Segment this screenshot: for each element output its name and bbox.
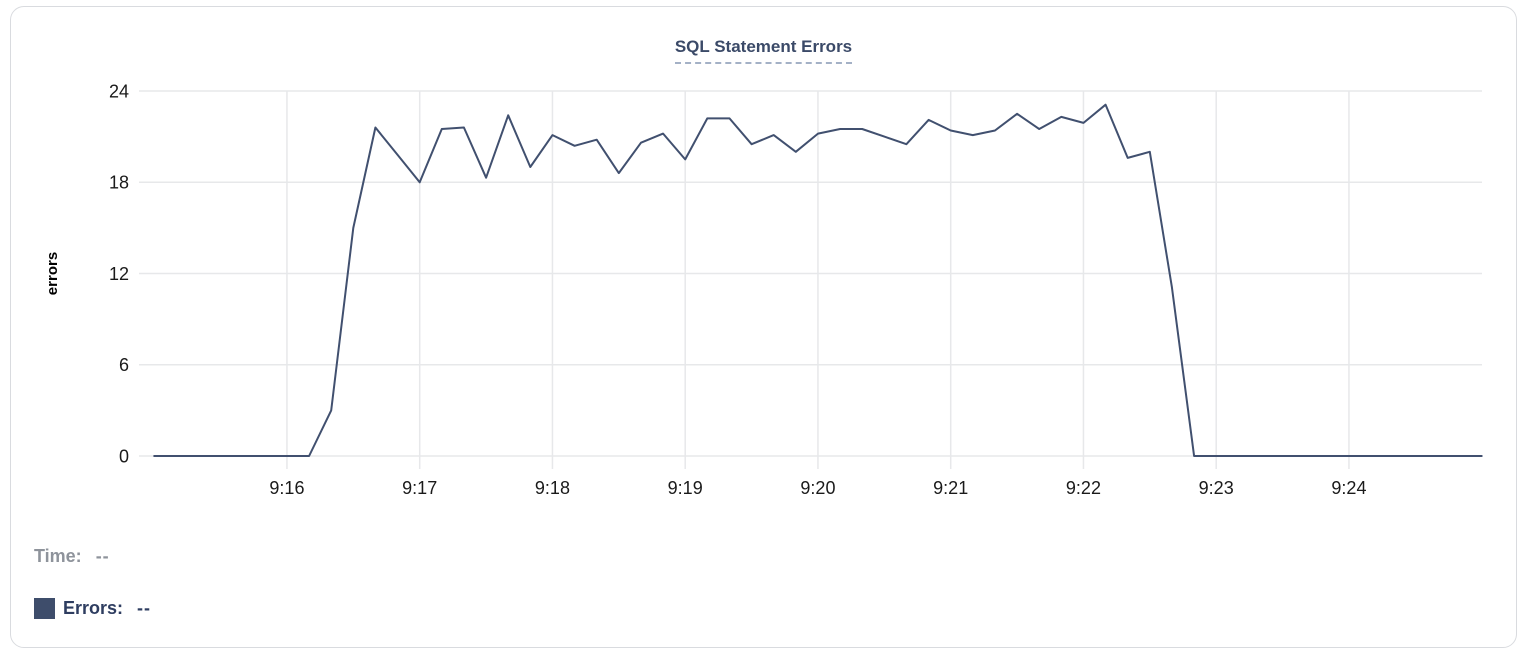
- legend-errors-row: Errors: --: [34, 595, 151, 621]
- legend-time-value: --: [95, 545, 110, 566]
- y-tick-label: 18: [109, 173, 129, 193]
- errors-series-line: [153, 103, 1483, 457]
- series-color-swatch: [34, 597, 55, 619]
- x-tick-label: 9:22: [1066, 478, 1101, 498]
- x-tick-label: 9:23: [1199, 478, 1234, 498]
- y-tick-label: 12: [109, 264, 129, 284]
- x-tick-label: 9:20: [800, 478, 835, 498]
- x-tick-label: 9:16: [269, 478, 304, 498]
- errors-line-chart[interactable]: 0 6 12 18 24 9:16 9:17 9:18 9:19 9:20 9:21 9:22 9:23…: [11, 7, 1528, 507]
- y-tick-label: 24: [109, 81, 129, 101]
- legend-errors-value: --: [137, 597, 152, 618]
- y-axis-title: errors: [44, 252, 61, 295]
- chart-card: SQL Statement Errors 0 6 12 18 24 9:16 9:17 9:1…: [10, 6, 1517, 648]
- y-tick-label: 0: [119, 446, 129, 466]
- legend-time-row: Time: --: [34, 543, 151, 569]
- x-tick-label: 9:19: [668, 478, 703, 498]
- chart-title[interactable]: SQL Statement Errors: [674, 37, 853, 64]
- x-tick-label: 9:24: [1331, 478, 1366, 498]
- legend-errors-label: Errors:: [63, 597, 124, 618]
- x-tick-label: 9:18: [535, 478, 570, 498]
- chart-legend: Time: -- Errors: --: [34, 543, 151, 647]
- chart-title-wrap: SQL Statement Errors: [11, 37, 1516, 64]
- y-tick-label: 6: [119, 355, 129, 375]
- legend-time-label: Time:: [34, 545, 82, 566]
- x-tick-label: 9:21: [933, 478, 968, 498]
- x-tick-label: 9:17: [402, 478, 437, 498]
